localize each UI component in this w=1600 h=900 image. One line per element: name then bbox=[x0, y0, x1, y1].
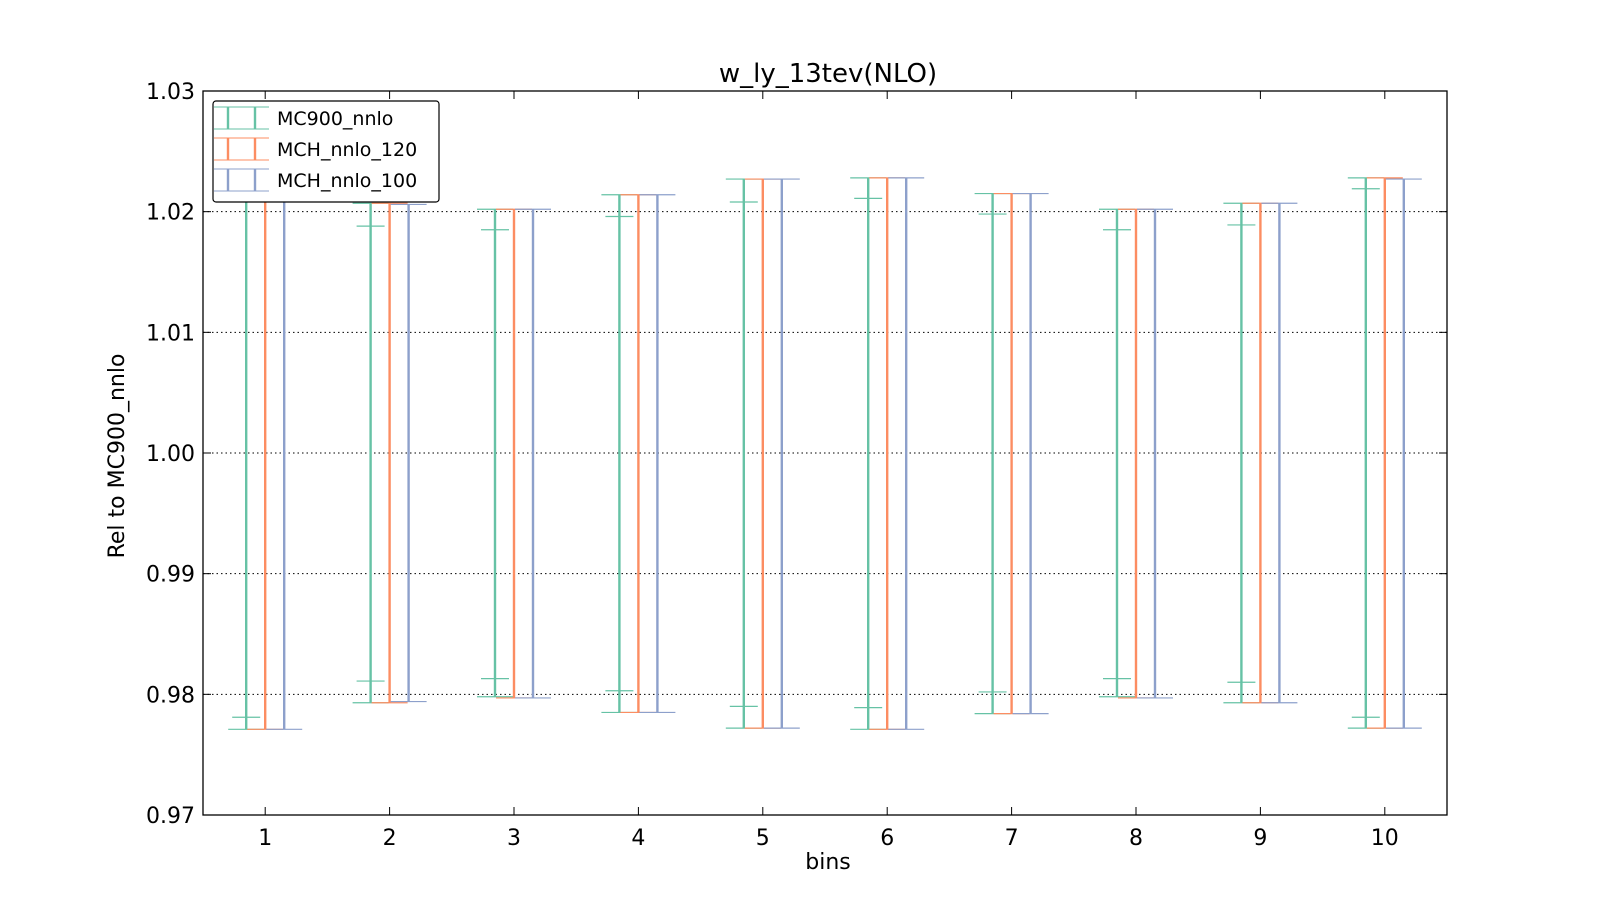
gridlines bbox=[203, 211, 1447, 695]
y-tick-label: 1.02 bbox=[146, 201, 195, 226]
legend-entry: MCH_nnlo_100 bbox=[214, 168, 417, 192]
y-tick-label: 1.00 bbox=[146, 442, 195, 467]
x-tick-label: 3 bbox=[507, 826, 521, 851]
x-tick-label: 1 bbox=[258, 826, 272, 851]
x-tick-label: 10 bbox=[1371, 826, 1399, 851]
y-tick-label: 1.01 bbox=[146, 321, 195, 346]
axis-ticks: 0.97 0.98 0.99 1.00 1.01 1.02 1.03 1 2 3 4 5 6 7 8 9 10 bbox=[146, 80, 1447, 851]
y-tick-label: 0.99 bbox=[146, 563, 195, 588]
x-tick-label: 2 bbox=[383, 826, 397, 851]
x-tick-label: 8 bbox=[1129, 826, 1143, 851]
series-2 bbox=[247, 177, 1403, 730]
x-tick-label: 5 bbox=[756, 826, 770, 851]
series-3 bbox=[266, 176, 1422, 730]
legend-entries: MC900_nnlo MCH_nnlo_120 MCH_nnlo_100 bbox=[214, 106, 417, 192]
y-tick-label: 0.98 bbox=[146, 683, 195, 708]
y-tick-label: 1.03 bbox=[146, 80, 195, 105]
x-tick-label: 6 bbox=[880, 826, 894, 851]
x-tick-label: 7 bbox=[1005, 826, 1019, 851]
legend-label: MC900_nnlo bbox=[277, 108, 393, 130]
legend-entry: MC900_nnlo bbox=[214, 106, 393, 130]
legend: MC900_nnlo MCH_nnlo_120 MCH_nnlo_100 bbox=[212, 100, 440, 203]
series-1 bbox=[228, 176, 1384, 730]
x-tick-label: 4 bbox=[631, 826, 645, 851]
legend-box bbox=[212, 100, 440, 203]
chart-title: w_ly_13tev(NLO) bbox=[719, 59, 937, 89]
error-bars bbox=[228, 176, 1422, 730]
x-axis-label: bins bbox=[805, 850, 850, 875]
y-tick-label: 0.97 bbox=[146, 804, 195, 829]
legend-label: MCH_nnlo_120 bbox=[277, 139, 417, 161]
y-axis-label: Rel to MC900_nnlo bbox=[105, 354, 130, 559]
legend-label: MCH_nnlo_100 bbox=[277, 170, 417, 192]
x-tick-label: 9 bbox=[1253, 826, 1267, 851]
legend-entry: MCH_nnlo_120 bbox=[214, 137, 417, 161]
